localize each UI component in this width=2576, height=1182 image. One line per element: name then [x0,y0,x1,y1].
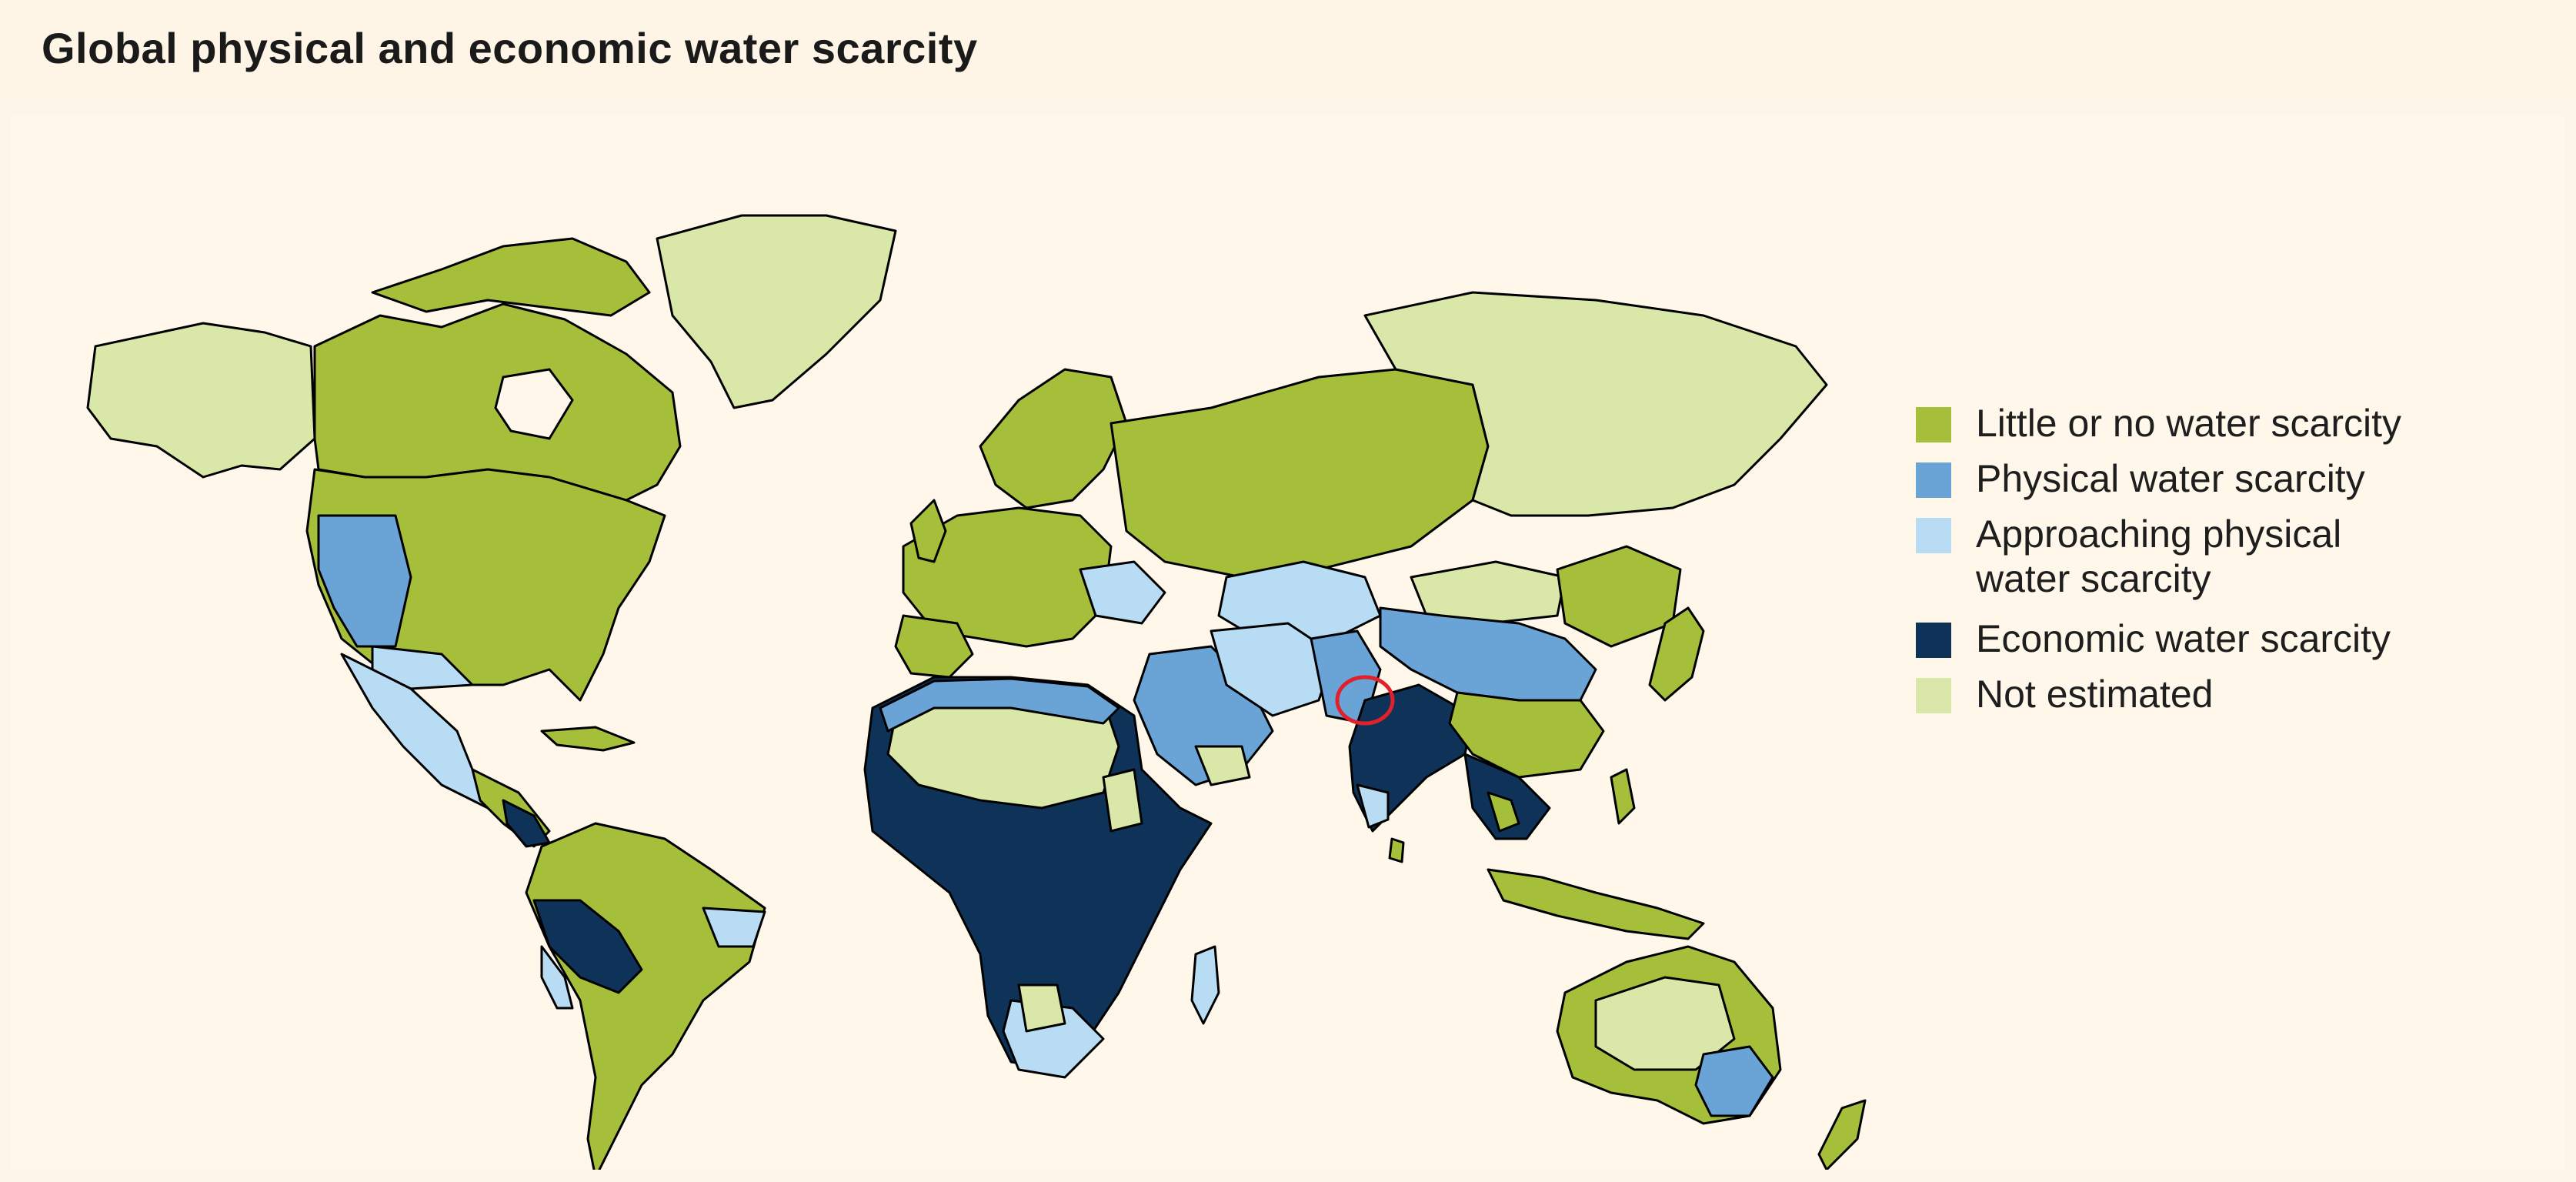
arabia-not-estimated [1194,745,1251,786]
legend-label: Physical water scarcity [1976,457,2365,500]
southern-africa-not-estimated [1017,983,1066,1033]
map-title: Global physical and economic water scarc… [42,24,978,72]
legend-label: Approaching physical water scarcity [1976,513,2342,600]
east-africa-not-estimated [1102,768,1143,833]
russia-east [1363,291,1828,517]
pakistan-physical [1310,629,1382,725]
cuba [540,726,636,752]
north-america [86,214,897,848]
legend-swatch-economic [1916,623,1951,658]
arctic-islands [371,237,651,317]
japan [1648,606,1705,702]
scandinavia [979,368,1128,509]
legend-swatch-not-estimated [1916,678,1951,713]
greenland [656,214,897,409]
legend-item-not-estimated: Not estimated [1916,667,2531,723]
legend-label: Little or no water scarcity [1976,402,2401,445]
sa-west-coast-approaching [540,945,574,1010]
iran-approaching [1210,622,1336,717]
south-india-approaching [1356,783,1390,829]
uk [909,499,947,563]
usa-southwest-approaching [371,645,474,690]
legend-item-physical: Physical water scarcity [1916,452,2531,507]
europe [894,368,1166,679]
legend-item-little: Little or no water scarcity [1916,396,2531,452]
oceania [1556,945,1867,1170]
legend-swatch-physical [1916,462,1951,498]
madagascar [1190,945,1220,1025]
sa-brazil-approaching [702,907,766,948]
indonesia [1487,868,1705,940]
sa-economic [532,899,643,994]
north-africa-coast-physical [879,677,1120,733]
new-zealand [1817,1099,1867,1170]
legend-label: Economic water scarcity [1976,617,2391,660]
south-america [525,822,766,1170]
east-asia [1379,606,1705,940]
southeast-asia-green [1487,791,1520,833]
alaska [86,322,316,479]
legend-item-approaching: Approaching physical water scarcity [1916,507,2531,612]
australia-southeast-physical [1694,1045,1774,1117]
south-china [1448,691,1605,779]
africa [863,676,1220,1079]
kazakhstan-approaching [1217,560,1382,640]
southeast-asia-economic [1463,753,1551,840]
central-america-economic [502,799,551,848]
title-band [0,0,2576,100]
legend: Little or no water scarcity Physical wat… [1916,396,2531,723]
sri-lanka [1388,837,1405,863]
north-asia [1109,291,1828,648]
russia-west [1109,368,1490,579]
map-panel [11,115,2565,1170]
legend-swatch-little [1916,407,1951,442]
eastern-europe-approaching [1079,560,1166,625]
legend-label: Not estimated [1976,673,2214,716]
hudson-bay [494,368,574,440]
legend-swatch-approaching [1916,518,1951,553]
highlight-circle [1335,675,1395,726]
legend-item-economic: Economic water scarcity [1916,612,2531,667]
world-map [86,214,1867,1170]
philippines [1610,768,1636,825]
usa-west-physical [317,514,412,648]
